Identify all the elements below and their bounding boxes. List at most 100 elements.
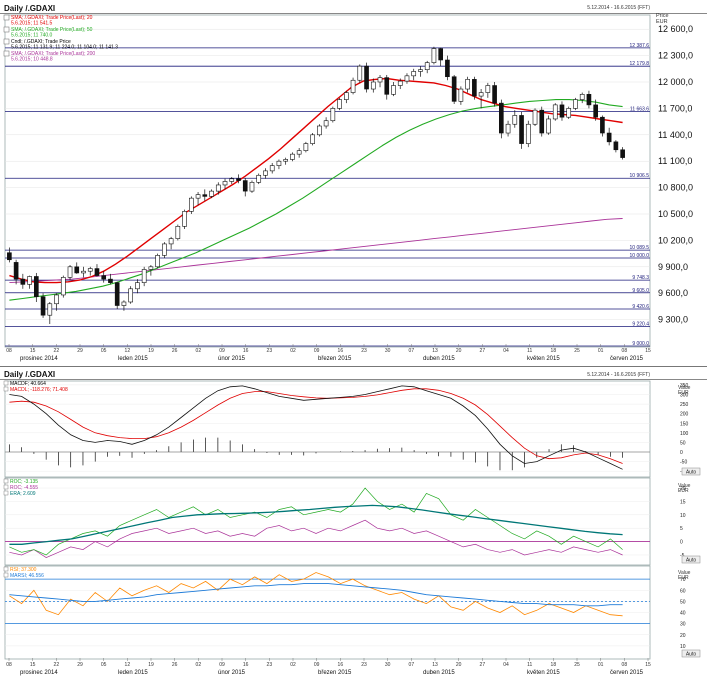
- candle: [431, 46, 437, 65]
- candle: [613, 140, 619, 153]
- day-tick-label: 18: [551, 662, 557, 668]
- price-tick-label: 12 000,0: [658, 77, 693, 87]
- candle: [148, 265, 154, 276]
- day-tick-label: 27: [480, 662, 486, 668]
- roc-legend-item[interactable]: ROC; -3.135: [3, 478, 38, 485]
- svg-text:MARSI; 46.556: MARSI; 46.556: [10, 573, 44, 579]
- candle: [290, 152, 295, 162]
- day-tick-label: 04: [503, 662, 509, 668]
- candle: [141, 266, 147, 287]
- rsi-auto-button[interactable]: [681, 649, 701, 658]
- day-tick-label: 15: [645, 662, 651, 668]
- candle: [606, 127, 612, 146]
- macd-plot-area: [4, 380, 651, 478]
- candle: [13, 259, 19, 285]
- day-tick-label: 20: [456, 348, 462, 354]
- candle: [40, 293, 46, 318]
- level-label: 9 605.0: [632, 288, 649, 294]
- price-axis-title-1: Price: [656, 13, 669, 19]
- candle: [87, 266, 93, 276]
- indicator-tick-label: -50: [680, 460, 687, 466]
- day-tick-label: 09: [314, 662, 320, 668]
- roc-auto-button[interactable]: [681, 555, 701, 564]
- candle: [317, 124, 322, 137]
- day-tick-label: 02: [196, 662, 202, 668]
- indicator-tick-label: 0: [680, 540, 683, 546]
- rsi-axis-title-1: Value: [678, 570, 691, 576]
- macd-legend-item[interactable]: MACDL; -118.276; 71.408: [3, 386, 68, 393]
- candle: [47, 302, 53, 324]
- month-label: červen 2015: [610, 356, 644, 362]
- indicator-tick-label: 150: [680, 421, 689, 427]
- candle: [391, 82, 396, 97]
- candle: [579, 92, 585, 104]
- price-tick-label: 9 600,0: [658, 288, 688, 298]
- candle: [445, 55, 450, 81]
- main-title: Daily /.GDAXI: [4, 4, 55, 13]
- candle: [101, 271, 107, 283]
- svg-text:5.6.2015; 11 541.5: 5.6.2015; 11 541.5: [11, 21, 53, 27]
- price-legend-item[interactable]: SMA; /.GDAXI; Trade Price(Last); 205.6.2…: [3, 14, 93, 27]
- candle: [276, 159, 282, 170]
- rsi-axis-title-2: EUR: [678, 575, 689, 581]
- roc-axis-title-1: Value: [678, 483, 691, 489]
- rsi-legend-item[interactable]: MARSI; 46.556: [3, 572, 44, 579]
- macd-auto-button[interactable]: [681, 467, 701, 476]
- indicator-tick-label: 200: [680, 412, 689, 418]
- day-tick-label: 08: [6, 348, 12, 354]
- level-label: 12 179.8: [630, 61, 650, 67]
- rsi-auto-label: Auto: [686, 652, 697, 658]
- day-tick-label: 11: [527, 348, 532, 354]
- sma200-line: [9, 218, 623, 284]
- candle: [566, 106, 572, 119]
- candle: [20, 273, 26, 289]
- candle: [323, 117, 329, 129]
- candle: [74, 262, 80, 274]
- candle: [175, 224, 181, 241]
- candle: [472, 76, 477, 100]
- candle: [337, 97, 342, 111]
- indicator-tick-label: 250: [680, 402, 689, 408]
- day-tick-label: 09: [219, 662, 225, 668]
- level-label: 10 906.5: [630, 173, 650, 179]
- price-axis-title-2: EUR: [656, 19, 668, 25]
- marsi-line: [9, 583, 623, 607]
- price-plot-area: [4, 14, 651, 348]
- macd-legend-item[interactable]: MACDF; 40.664: [3, 380, 46, 387]
- candle: [195, 192, 201, 206]
- candle: [344, 90, 349, 104]
- roc-legend-item[interactable]: ERA; 2.609: [3, 490, 36, 497]
- roc2-line: [9, 519, 623, 558]
- roc-axis-title-2: EUR: [678, 488, 689, 494]
- price-legend-item[interactable]: SMA; /.GDAXI; Trade Price(Last); 505.6.2…: [3, 26, 93, 39]
- day-tick-label: 09: [219, 348, 225, 354]
- candle: [27, 275, 32, 289]
- candle: [67, 265, 73, 280]
- rsi-line: [9, 572, 623, 617]
- indicator-tick-label: 20: [680, 486, 686, 492]
- price-tick-label: 9 900,0: [658, 262, 688, 272]
- price-tick-label: 9 300,0: [658, 315, 688, 325]
- candle: [458, 86, 464, 105]
- macd-axis-title-2: EUR: [678, 390, 689, 396]
- day-tick-label: 20: [456, 662, 462, 668]
- day-tick-label: 04: [503, 348, 509, 354]
- month-label: červen 2015: [610, 670, 644, 676]
- price-tick-label: 11 700,0: [658, 103, 692, 113]
- rsi-legend-item[interactable]: RSI; 37.300: [3, 566, 37, 573]
- day-tick-label: 26: [172, 348, 178, 354]
- candle: [94, 264, 100, 277]
- day-tick-label: 16: [338, 348, 344, 354]
- roc-legend-item[interactable]: ROC; -4.555: [3, 484, 38, 491]
- indicator-date-range: 5.12.2014 - 16.6.2015 (FFT): [587, 372, 650, 378]
- price-tick-label: 11 100,0: [658, 156, 692, 166]
- indicator-tick-label: 40: [680, 611, 686, 617]
- price-legend-item[interactable]: SMA; /.GDAXI; Trade Price(Last); 2005.6.…: [3, 50, 95, 63]
- candle: [559, 101, 565, 121]
- indicator-tick-label: 30: [680, 622, 686, 628]
- day-tick-label: 09: [314, 348, 320, 354]
- macdl-line: [9, 388, 623, 464]
- main-date-range: 5.12.2014 - 16.6.2015 (FFT): [587, 5, 650, 11]
